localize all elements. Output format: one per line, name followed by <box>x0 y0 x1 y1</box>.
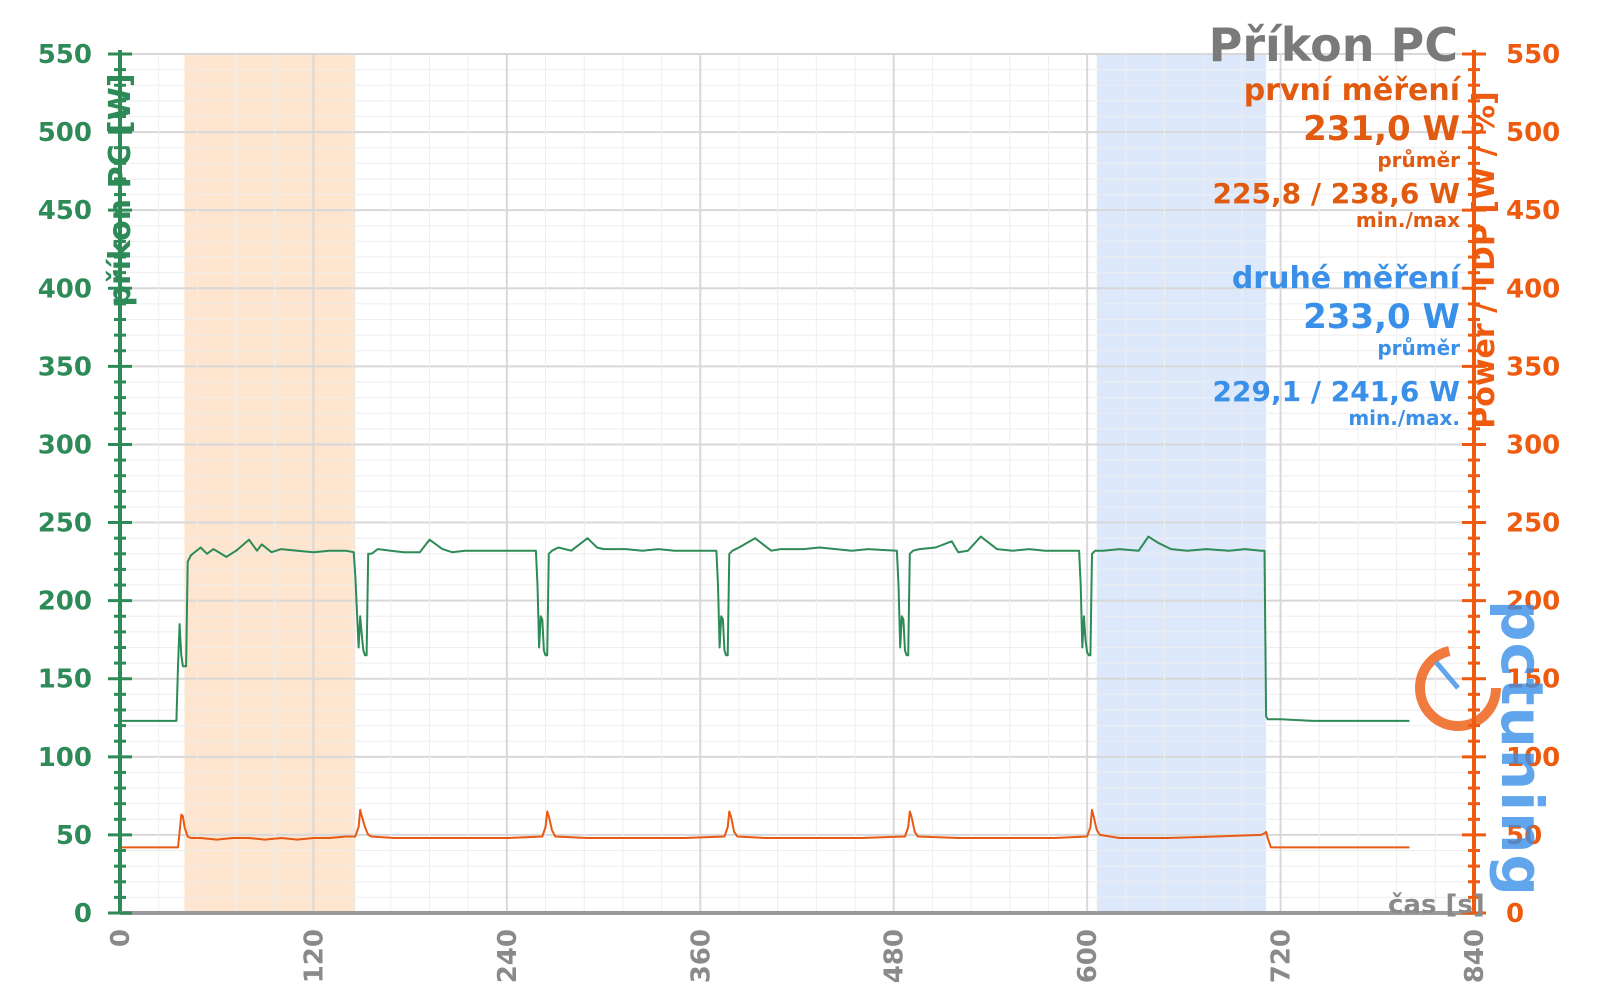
y-tick-label-right: 550 <box>1506 40 1560 70</box>
legend-second-minmax: 229,1 / 241,6 W <box>1212 375 1461 408</box>
y-tick-label-left: 500 <box>38 118 92 148</box>
x-tick-label: 720 <box>1267 929 1297 983</box>
y-tick-label-left: 200 <box>38 587 92 617</box>
y-tick-label-left: 50 <box>56 821 92 851</box>
axes <box>108 50 1486 915</box>
y-tick-label-right: 200 <box>1506 587 1560 617</box>
shaded-region-1 <box>184 54 356 913</box>
x-tick-label: 0 <box>106 929 136 947</box>
x-tick-label: 240 <box>493 929 523 983</box>
y-tick-label-left: 100 <box>38 743 92 773</box>
y-tick-label-left: 450 <box>38 196 92 226</box>
x-tick-label: 360 <box>686 929 716 983</box>
y-tick-label-right: 350 <box>1506 352 1560 382</box>
y-tick-label-right: 100 <box>1506 743 1560 773</box>
legend-second-avg: 233,0 W <box>1303 297 1460 337</box>
y-tick-label-left: 300 <box>38 430 92 460</box>
shaded-regions <box>184 54 1267 913</box>
y-tick-label-right: 0 <box>1506 899 1524 929</box>
y-tick-label-left: 250 <box>38 509 92 539</box>
y-tick-label-left: 350 <box>38 352 92 382</box>
x-tick-label: 480 <box>880 929 910 983</box>
y-axis-label-right: Power / TDP [W / %] <box>1467 91 1502 429</box>
series-line-pc-power <box>120 535 1410 722</box>
legend-second-label: druhé měření <box>1231 261 1460 296</box>
x-tick-label: 600 <box>1073 929 1103 983</box>
legend-first-minmax-label: min./max <box>1355 208 1460 232</box>
series-lines <box>120 535 1410 849</box>
chart-title: Příkon PC <box>1208 18 1458 72</box>
y-tick-label-left: 150 <box>38 665 92 695</box>
legend-first-label: první měření <box>1243 73 1460 108</box>
series-line-power-tdp <box>120 808 1410 849</box>
y-tick-label-right: 300 <box>1506 430 1560 460</box>
y-tick-label-left: 400 <box>38 274 92 304</box>
legend-first-avg: 231,0 W <box>1303 109 1460 149</box>
legend-second-minmax-label: min./max. <box>1348 406 1460 430</box>
x-tick-label: 840 <box>1460 929 1490 983</box>
legend-second-avg-label: průměr <box>1377 336 1460 360</box>
y-tick-label-right: 500 <box>1506 118 1560 148</box>
watermark-logo: pctuning <box>1415 600 1556 897</box>
x-axis-label: čas [s] <box>1388 890 1485 920</box>
y-axis-label-left: příkon PC [W] <box>103 73 138 306</box>
y-tick-label-left: 0 <box>74 899 92 929</box>
legend-first-minmax: 225,8 / 238,6 W <box>1212 177 1461 210</box>
x-tick-label: 120 <box>299 929 329 983</box>
y-tick-label-right: 50 <box>1506 821 1542 851</box>
y-tick-label-right: 250 <box>1506 509 1560 539</box>
y-tick-label-right: 450 <box>1506 196 1560 226</box>
y-tick-label-right: 150 <box>1506 665 1560 695</box>
y-tick-label-left: 550 <box>38 40 92 70</box>
shaded-region-2 <box>1096 54 1267 913</box>
y-tick-label-right: 400 <box>1506 274 1560 304</box>
legend-first-avg-label: průměr <box>1377 148 1460 172</box>
watermark-text: pctuning <box>1488 600 1556 897</box>
